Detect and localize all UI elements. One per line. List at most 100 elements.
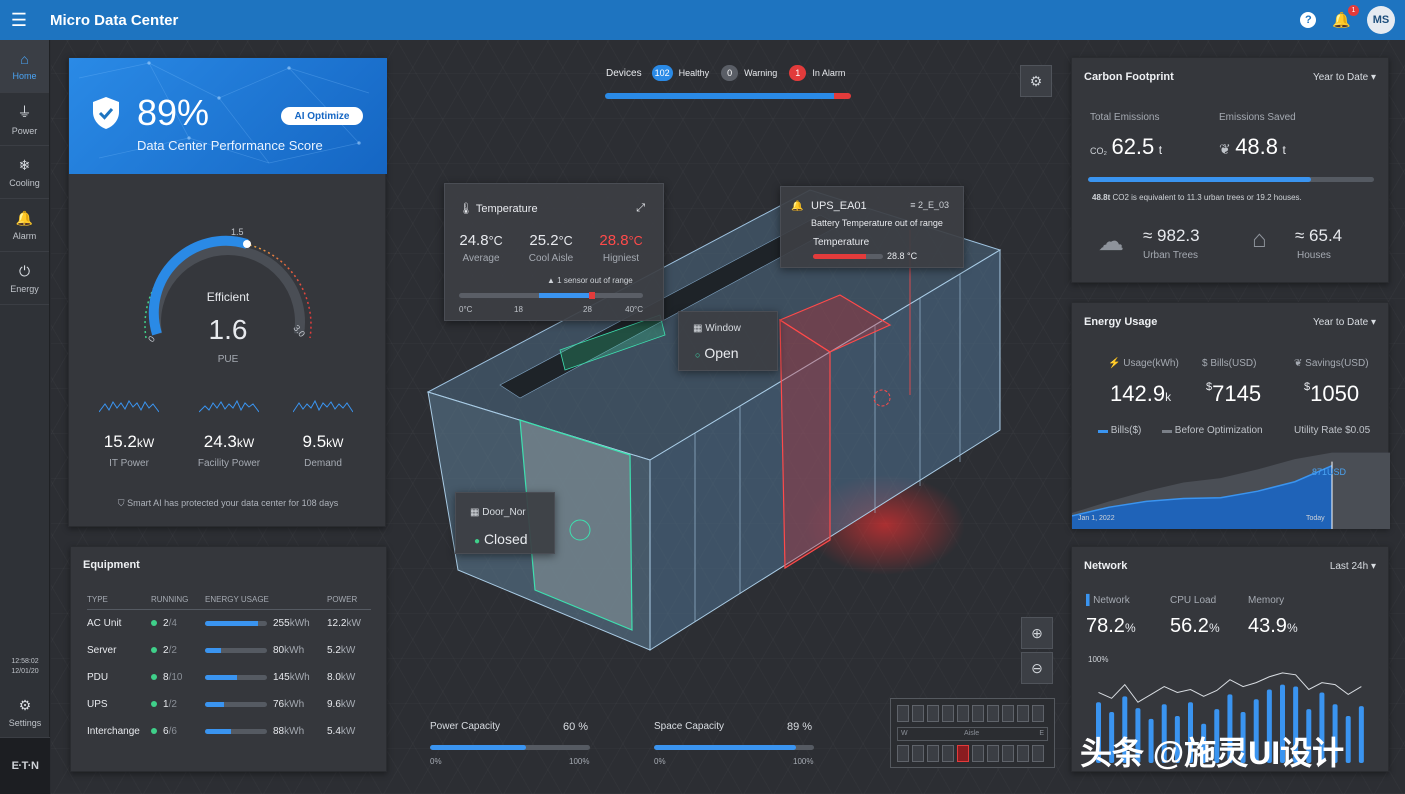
usage-value: 255 [273,618,290,629]
ups-alarm-card[interactable]: 🔔 UPS_EA01 ≡ 2_E_03 Battery Temperature … [780,186,964,268]
minimap-rack[interactable] [972,705,984,722]
minimap-rack[interactable] [912,745,924,762]
running-count: 2 [163,618,169,629]
cpu-label: CPU Load [1170,595,1217,606]
sidebar-item-home[interactable]: ⌂ Home [0,40,49,93]
alarm-icon: 🔔 [791,201,804,212]
minimap-rack[interactable] [987,745,999,762]
caret-down-icon: ▾ [1370,317,1376,328]
sidebar-item-energy[interactable]: ⏻ Energy [0,252,49,305]
sensor-warning-text: 1 sensor out of range [557,276,633,285]
ups-temp-fill [813,254,866,259]
sidebar-item-power[interactable]: ⏚ Power [0,93,49,146]
minimap-rack[interactable] [957,705,969,722]
energy-title: Energy Usage [1084,316,1158,328]
network-metric: 78.2% [1086,615,1136,638]
memory-metric: 43.9% [1248,615,1298,638]
sidebar-item-alarm[interactable]: 🔔 Alarm [0,199,49,252]
temp-scale-min: 0°C [459,305,473,314]
notification-bell-icon[interactable]: 🔔 1 [1332,5,1359,29]
minimap-rack[interactable] [972,745,984,762]
temperature-card[interactable]: 🌡 Temperature ⤢ 24.8°C Average 25.2°C Co… [444,183,664,321]
minimap-rack[interactable] [957,745,969,762]
bills-value: 7145 [1212,381,1262,406]
sidebar-item-cooling[interactable]: ❄ Cooling [0,146,49,199]
table-row[interactable]: Server 2/2 80kWh 5.2kW [87,637,371,664]
door-card[interactable]: ▦ Door_Nor ● Closed [455,492,555,554]
minimap-rack[interactable] [897,745,909,762]
bills-label: Bills(USD) [1210,358,1257,369]
minimap-rack[interactable] [987,705,999,722]
minimap-rack[interactable] [1017,705,1029,722]
rack-minimap[interactable]: W Aisle E [890,698,1055,768]
network-bar [1240,712,1246,763]
energy-range-dropdown[interactable]: Year to Date ▾ [1313,317,1376,328]
network-bar [1174,715,1180,763]
usage-value: 80 [273,645,285,656]
cpu-unit: % [1208,621,1220,635]
minimap-rack[interactable] [897,705,909,722]
table-row[interactable]: AC Unit 2/4 255kWh 12.2kW [87,610,371,638]
type-cell: UPS [87,699,108,710]
network-range-dropdown[interactable]: Last 24h ▾ [1330,561,1376,572]
healthy-count-badge[interactable]: 102 [651,65,673,81]
warning-label: Warning [744,68,778,78]
alarm-marker-icon[interactable] [873,389,891,407]
usage-unit: kWh [289,618,310,629]
it-power-value: 15.2 [103,432,137,451]
minimap-aisle: W Aisle E [897,727,1048,741]
power-value: 5.4 [327,726,341,737]
emissions-saved-fill [1088,177,1312,182]
temp-unit: °C [628,234,643,248]
minimap-rack[interactable] [927,745,939,762]
ups-metric-label: Temperature [813,237,870,248]
table-row[interactable]: Interchange 6/6 88kWh 5.4kW [87,718,371,745]
home-icon: ⌂ [20,51,29,67]
minimap-rack[interactable] [942,705,954,722]
running-dot [151,620,157,626]
alarm-count-badge[interactable]: 1 [789,65,807,81]
temp-scale-18: 18 [514,305,523,314]
expand-icon[interactable]: ⤢ [636,202,645,214]
zoom-in-button[interactable]: ⊕ [1021,617,1053,649]
usage-label: Usage(kWh) [1123,358,1179,369]
network-bar [1280,684,1285,763]
savings-label: Savings(USD) [1305,358,1369,369]
window-card[interactable]: ▦ Window ○ Open [678,311,778,371]
alarm-rack[interactable] [779,318,831,570]
minimap-rack[interactable] [1032,705,1044,722]
scene-settings-button[interactable]: ⚙ [1020,65,1052,97]
warning-count-badge[interactable]: 0 [721,65,739,81]
temp-highest-value: 28.8 [599,232,629,249]
menu-icon[interactable]: ☰ [10,9,28,30]
ups-metric-unit: °C [907,251,918,261]
minimap-rack[interactable] [912,705,924,722]
sidebar-item-settings[interactable]: ⚙ Settings [0,688,50,738]
sidebar-item-label: Settings [8,718,42,728]
ups-name: UPS_EA01 [811,200,867,212]
equivalent-bold: 48.8t [1092,193,1111,202]
network-label-row: ▌Network [1086,595,1130,606]
emissions-saved-unit: t [1282,143,1286,157]
zoom-out-button[interactable]: ⊖ [1021,652,1053,684]
table-row[interactable]: UPS 1/2 76kWh 9.6kW [87,691,371,718]
minimap-rack[interactable] [1032,745,1044,762]
minimap-rack[interactable] [927,705,939,722]
ai-optimize-button[interactable]: AI Optimize [281,107,363,125]
running-cell: 2/4 [151,610,205,638]
sparkline-demand [293,399,353,413]
utility-rate: Utility Rate $0.05 [1294,425,1371,436]
network-bar [1188,702,1193,763]
minimap-rack[interactable] [942,745,954,762]
minimap-rack[interactable] [1017,745,1029,762]
network-bar [1293,686,1299,763]
minimap-rack[interactable] [1002,705,1014,722]
user-avatar[interactable]: MS [1367,6,1395,34]
tree-icon: ☁ [1098,226,1124,256]
energy-range: Year to Date [1312,317,1369,328]
usage-unit: kWh [284,645,305,656]
minimap-rack[interactable] [1002,745,1014,762]
help-icon[interactable]: ? [1300,12,1317,28]
table-row[interactable]: PDU 8/10 145kWh 8.0kW [87,664,371,691]
carbon-range-dropdown[interactable]: Year to Date ▾ [1313,72,1376,83]
